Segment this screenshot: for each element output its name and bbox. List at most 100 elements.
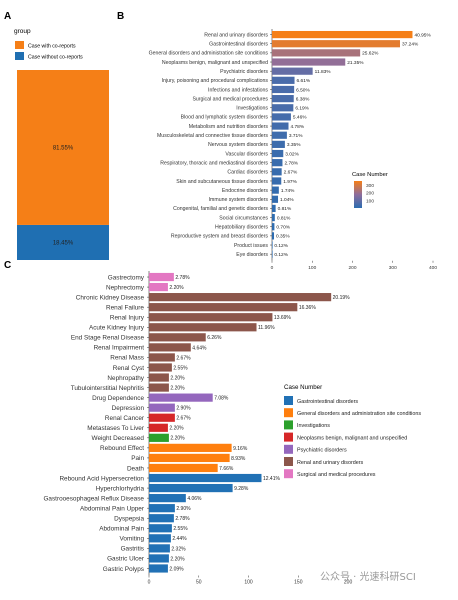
category-label: Metabolism and nutrition disorders	[189, 124, 269, 130]
colorbar-tick-label: 300	[366, 183, 374, 189]
x-tick-label: 100	[244, 580, 253, 586]
category-label: Renal Cancer	[105, 415, 145, 422]
bar-value-label: 4.78%	[291, 124, 305, 130]
category-label: Nephropathy	[107, 375, 144, 382]
bar-value-label: 1.04%	[280, 197, 294, 203]
category-label: Gastric Ulcer	[107, 556, 145, 563]
category-label: Tubulointerstitial Nephritis	[71, 385, 144, 392]
bar	[149, 383, 169, 392]
bar	[272, 159, 283, 167]
legend-title: Case Number	[352, 172, 388, 178]
bar-value-label: 9.28%	[234, 486, 249, 492]
colorbar-tick-label: 100	[366, 198, 374, 204]
bar-value-label: 20.19%	[333, 295, 351, 301]
colorbar	[354, 181, 362, 208]
category-label: Congenital, familial and genetic disorde…	[173, 206, 268, 212]
legend-swatch	[284, 432, 293, 442]
category-label: Nephrectomy	[106, 284, 145, 291]
legend-label: General disorders and administration sit…	[297, 411, 421, 417]
category-label: Nervous system disorders	[208, 142, 268, 148]
bar-value-label: 2.20%	[170, 556, 185, 562]
category-label: Immune system disorders	[209, 197, 269, 203]
bar-value-label: 3.35%	[287, 142, 301, 148]
category-label: Pain	[131, 455, 144, 462]
bar-value-label: 0.81%	[277, 215, 291, 221]
bar-value-label: 2.67%	[176, 355, 191, 361]
bar-value-label: 25.62%	[362, 51, 379, 57]
category-label: Dyspepsia	[114, 516, 144, 523]
legend-swatch	[284, 469, 293, 479]
x-tick-label: 0	[148, 580, 151, 586]
category-label: Cardiac disorders	[227, 170, 268, 176]
bar-value-label: 0.35%	[276, 234, 290, 240]
legend-swatch	[15, 52, 24, 60]
bar-value-label: 4.06%	[187, 496, 202, 502]
bar-value-label: 11.83%	[315, 69, 332, 75]
bar-value-label: 40.95%	[414, 32, 431, 38]
bar-value-label: 9.16%	[233, 446, 248, 452]
x-tick-label: 200	[348, 265, 356, 271]
legend-label: Neoplasms benign, malignant and unspecif…	[297, 435, 407, 441]
bar	[272, 140, 285, 148]
category-label: Endocrine disorders	[222, 188, 269, 194]
bar	[149, 524, 172, 533]
legend-title: Case Number	[284, 384, 322, 391]
bar	[272, 122, 289, 130]
category-label: Gastrointestinal disorders	[209, 42, 268, 48]
bar	[149, 363, 172, 372]
category-label: Renal and urinary disorders	[204, 32, 268, 38]
bar	[149, 473, 262, 483]
legend-swatch	[15, 41, 24, 49]
category-label: Drug Dependence	[92, 395, 144, 402]
category-label: Abdominal Pain	[99, 526, 144, 533]
bar-value-label: 37.24%	[402, 42, 419, 48]
bar-value-label: 2.67%	[176, 416, 191, 422]
bar	[272, 40, 400, 48]
bar-value-label: 6.38%	[296, 96, 310, 102]
bar-value-label: 16.36%	[299, 305, 317, 311]
bar	[149, 443, 232, 452]
x-tick-label: 300	[389, 265, 397, 271]
legend-label: Case without co-reports	[28, 55, 83, 61]
legend-label: Psychiatric disorders	[297, 448, 347, 454]
bar	[149, 534, 171, 543]
bar	[149, 564, 168, 573]
bar	[272, 186, 279, 194]
bar	[149, 483, 233, 493]
x-tick-label: 200	[344, 580, 353, 586]
category-label: Death	[127, 465, 144, 472]
bar	[272, 85, 295, 94]
category-label: Social circumstances	[219, 215, 268, 221]
legend-swatch	[284, 408, 293, 418]
legend-swatch	[284, 457, 293, 466]
panel-letter: C	[4, 260, 11, 271]
bar-value-label: 0.12%	[274, 243, 288, 249]
bar	[272, 177, 282, 185]
bar-value-label: 2.20%	[170, 375, 185, 381]
category-label: Skin and subcutaneous tissue disorders	[176, 179, 268, 185]
category-label: Infections and infestations	[208, 87, 268, 93]
bar-value-label: 2.55%	[173, 365, 188, 371]
bar-value-label: 0.70%	[276, 225, 290, 231]
bar	[149, 343, 191, 352]
bar	[149, 463, 218, 473]
bar-value-label: 2.20%	[169, 285, 184, 291]
bar-value-label: 81.55%	[53, 145, 74, 151]
bar-value-label: 1.97%	[283, 179, 297, 185]
category-label: Gastric Polyps	[103, 566, 144, 573]
bar-value-label: 3.71%	[289, 133, 303, 139]
category-label: End Stage Renal Disease	[71, 335, 145, 342]
bar	[272, 213, 275, 222]
category-label: Product issues	[234, 243, 268, 249]
bar	[149, 403, 175, 412]
category-label: General disorders and administration sit…	[149, 51, 269, 57]
bar-value-label: 2.44%	[172, 536, 187, 542]
bar-value-label: 7.66%	[219, 466, 234, 472]
category-label: Metastases To Liver	[87, 425, 145, 432]
bar-value-label: 2.20%	[169, 426, 184, 432]
category-label: Blood and lymphatic system disorders	[181, 115, 269, 121]
category-label: Psychiatric disorders	[220, 69, 268, 75]
bar	[149, 323, 257, 332]
bar	[149, 353, 175, 362]
